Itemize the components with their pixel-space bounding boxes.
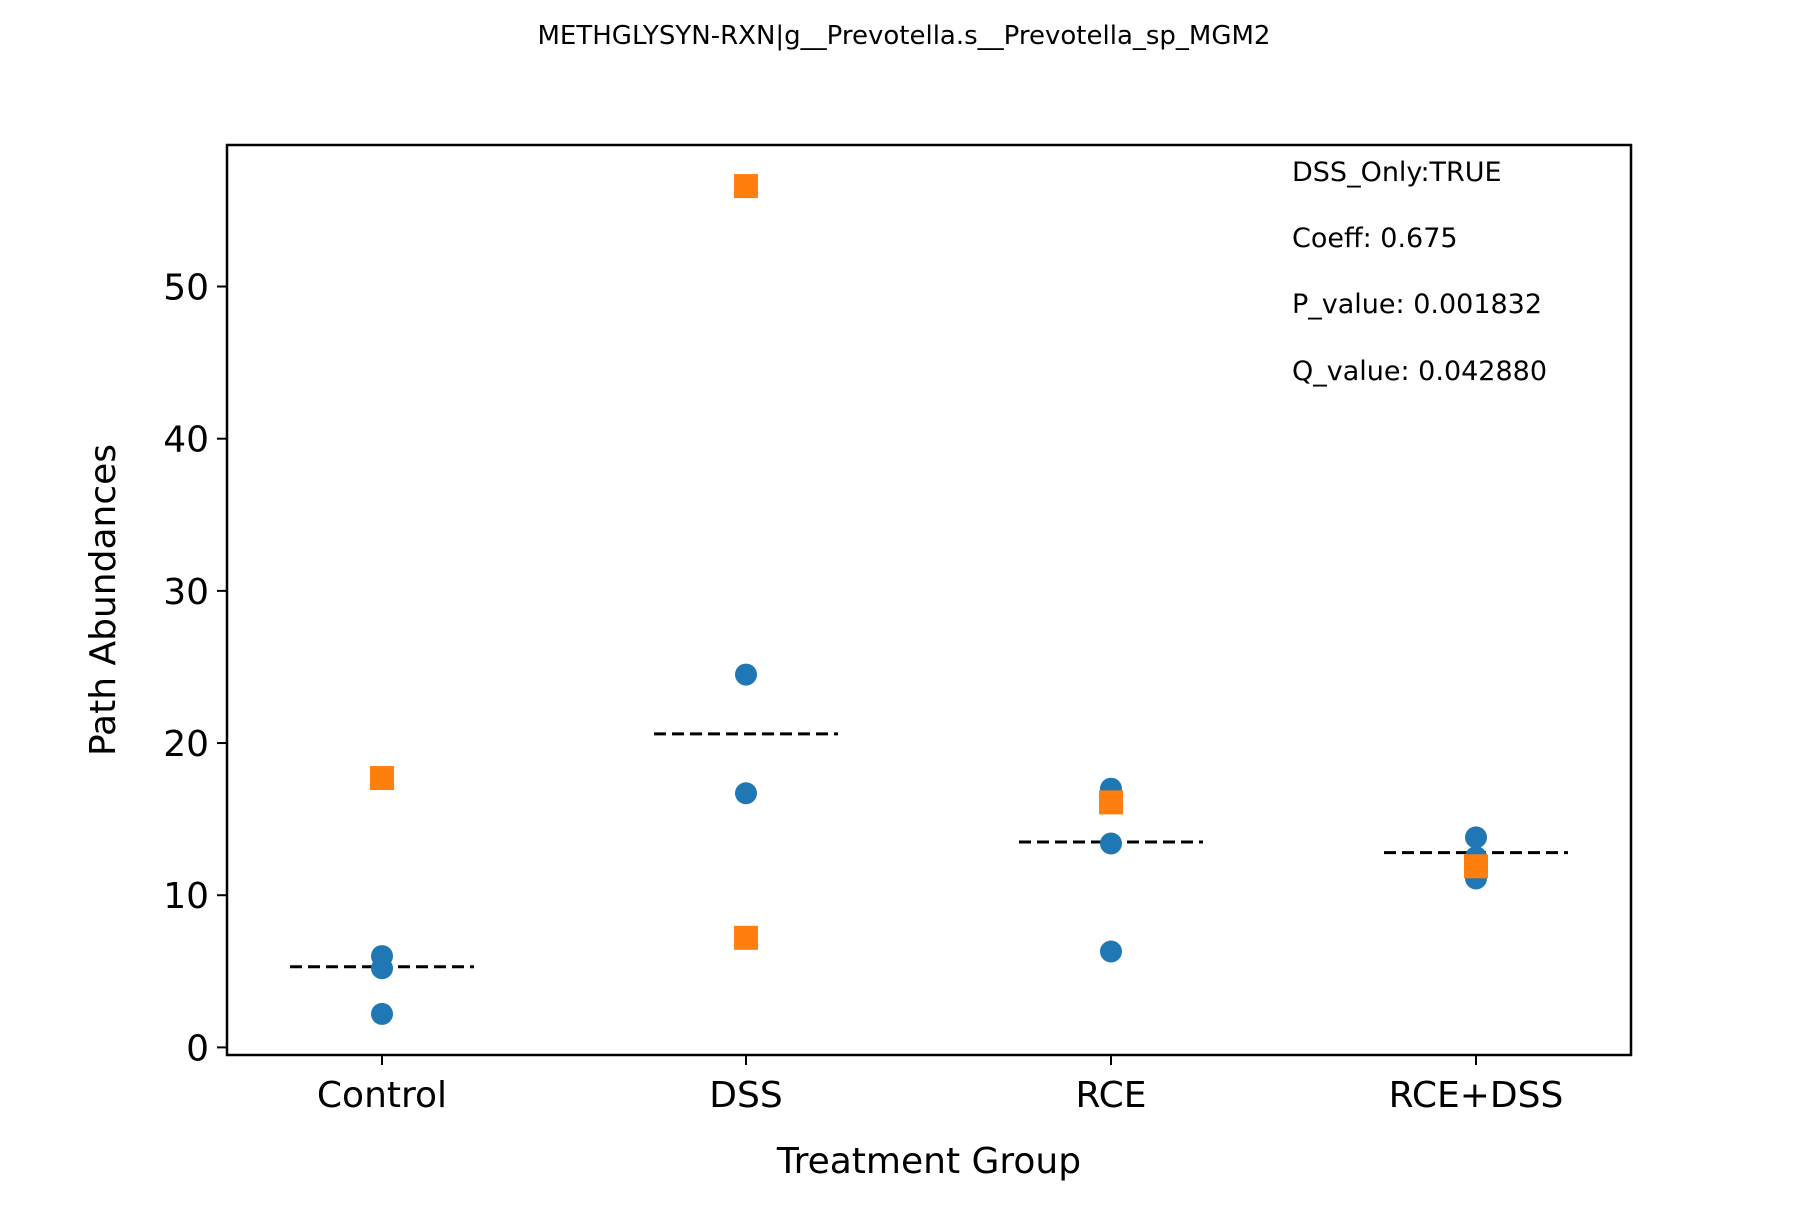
y-axis-label: Path Abundances (83, 444, 124, 756)
x-tick-label: RCE (1075, 1075, 1146, 1116)
y-tick-label: 10 (163, 876, 209, 917)
x-axis-label: Treatment Group (776, 1141, 1081, 1182)
data-point-circle (371, 1002, 393, 1025)
x-tick-label: Control (317, 1075, 447, 1116)
y-tick-label: 50 (163, 268, 209, 309)
data-point-circle (1100, 832, 1122, 855)
x-axis: Control DSS RCE RCE+DSS (317, 1055, 1563, 1116)
data-point-square (370, 766, 394, 791)
y-axis: 0 10 20 30 40 50 (163, 268, 227, 1069)
data-point-square (734, 174, 758, 199)
data-point-circle (1100, 940, 1122, 963)
x-tick-label: DSS (709, 1075, 782, 1116)
y-tick-label: 30 (163, 572, 209, 613)
data-point-circle (735, 663, 757, 686)
data-point-circle (735, 782, 757, 805)
data-point-square (734, 925, 758, 950)
data-point-square (1099, 790, 1123, 815)
data-point-square (1464, 854, 1488, 879)
plot-marks (290, 174, 1568, 1025)
data-point-circle (1465, 826, 1487, 849)
stats-annotations: DSS_Only:TRUE Coeff: 0.675 P_value: 0.0018… (1292, 157, 1547, 387)
chart-title: METHGLYSYN-RXN|g__Prevotella.s__Prevotel… (538, 21, 1271, 51)
data-point-circle (371, 957, 393, 980)
stats-annotation: P_value: 0.001832 (1292, 289, 1542, 320)
stats-annotation: Q_value: 0.042880 (1292, 356, 1547, 387)
stats-annotation: Coeff: 0.675 (1292, 223, 1458, 254)
x-tick-label: RCE+DSS (1389, 1075, 1564, 1116)
y-tick-label: 0 (186, 1028, 209, 1069)
stats-annotation: DSS_Only:TRUE (1292, 157, 1502, 188)
y-tick-label: 20 (163, 724, 209, 765)
y-tick-label: 40 (163, 420, 209, 461)
plot-frame (225, 143, 1633, 1057)
